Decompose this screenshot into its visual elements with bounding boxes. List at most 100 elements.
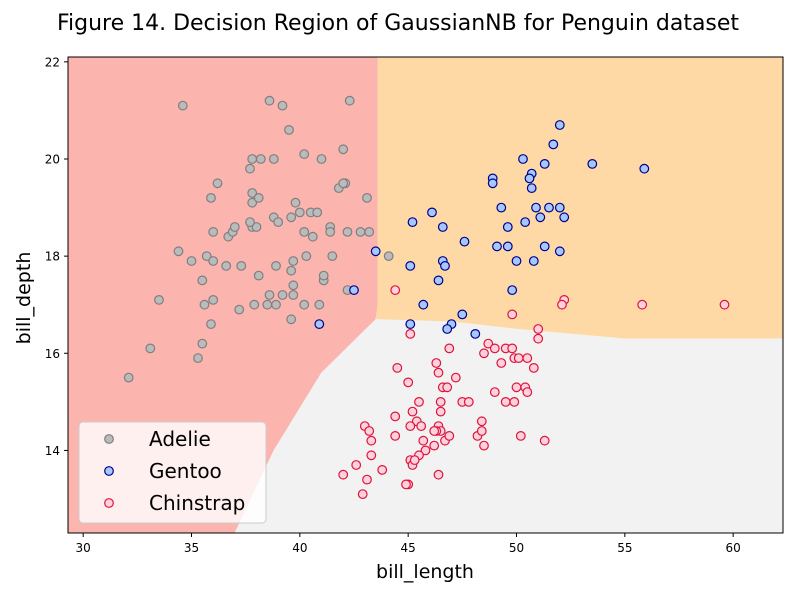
region-gentoo [375,57,783,339]
point-adelie [286,212,297,223]
point-adelie [208,256,219,266]
point-chinstrap [409,455,420,466]
point-adelie [312,207,323,218]
point-gentoo [518,154,528,164]
point-gentoo [496,202,507,213]
point-gentoo [418,299,429,310]
point-chinstrap [366,435,377,446]
point-adelie [314,299,325,310]
point-chinstrap [431,358,442,368]
legend-marker-adelie [104,434,114,444]
point-gentoo [526,183,537,194]
y-tick-label: 16 [45,347,60,361]
point-gentoo [554,120,565,130]
point-adelie [288,256,299,266]
point-chinstrap [507,343,518,354]
point-chinstrap [496,358,507,368]
point-adelie [197,338,208,349]
point-gentoo [559,212,570,223]
legend-box [78,421,267,524]
x-tick-label: 30 [76,541,91,555]
point-adelie [247,188,258,198]
point-chinstrap [533,333,544,344]
point-gentoo [433,275,444,286]
point-adelie [212,178,223,189]
point-chinstrap [557,299,567,310]
point-chinstrap [483,338,494,349]
point-adelie [253,192,264,203]
point-adelie [253,270,264,281]
point-adelie [299,149,310,160]
legend-marker-chinstrap [104,498,114,508]
point-chinstrap [500,397,511,407]
point-gentoo [639,163,650,174]
point-chinstrap [511,382,522,393]
point-adelie [245,163,255,174]
point-gentoo [528,256,539,266]
point-adelie [206,192,216,203]
point-adelie [177,100,188,111]
point-adelie [251,222,262,232]
point-gentoo [539,158,550,169]
point-adelie [299,226,310,237]
point-gentoo [554,246,565,257]
y-tick-label: 20 [45,153,60,167]
point-chinstrap [479,348,489,359]
point-adelie [229,222,240,232]
point-adelie [186,256,197,266]
point-adelie [154,295,164,305]
point-chinstrap [357,489,368,500]
point-chinstrap [489,343,500,354]
point-gentoo [587,158,598,169]
point-chinstrap [390,431,401,441]
point-adelie [123,372,134,383]
point-chinstrap [476,426,487,436]
legend-marker-gentoo [104,466,114,476]
point-adelie [206,319,216,330]
point-adelie [236,261,247,271]
point-adelie [284,124,294,135]
point-chinstrap [338,469,349,480]
x-tick-label: 35 [184,541,199,555]
point-chinstrap [435,406,446,417]
point-chinstrap [401,479,411,490]
point-chinstrap [444,431,455,441]
point-chinstrap [444,343,455,354]
point-chinstrap [435,397,446,407]
point-adelie [316,154,327,164]
point-chinstrap [507,309,518,320]
point-gentoo [502,222,513,232]
point-gentoo [370,246,381,257]
point-adelie [173,246,184,257]
y-tick-label: 22 [45,55,60,69]
point-chinstrap [390,285,401,296]
point-adelie [234,304,245,315]
point-adelie [318,270,329,281]
x-axis-ticks: 30 35 40 45 50 55 60 [76,533,741,555]
point-gentoo [520,217,531,228]
point-gentoo [487,178,498,189]
point-gentoo [507,285,518,296]
point-adelie [199,299,210,310]
point-adelie [273,217,284,228]
point-adelie [208,226,219,237]
y-tick-label: 14 [45,444,60,458]
point-chinstrap [418,435,429,446]
point-gentoo [531,202,541,213]
point-chinstrap [429,440,440,451]
point-gentoo [511,256,522,266]
x-tick-label: 55 [617,541,632,555]
point-adelie [208,295,219,305]
point-gentoo [459,236,470,247]
legend: Adelie Gentoo Chinstrap [78,421,267,524]
x-tick-label: 60 [726,541,741,555]
x-tick-label: 45 [401,541,416,555]
point-gentoo [427,207,437,218]
point-adelie [338,144,349,155]
point-adelie [362,192,372,203]
point-gentoo [440,261,450,271]
point-chinstrap [416,421,427,432]
x-axis-label: bill_length [376,561,474,583]
point-chinstrap [476,416,487,427]
